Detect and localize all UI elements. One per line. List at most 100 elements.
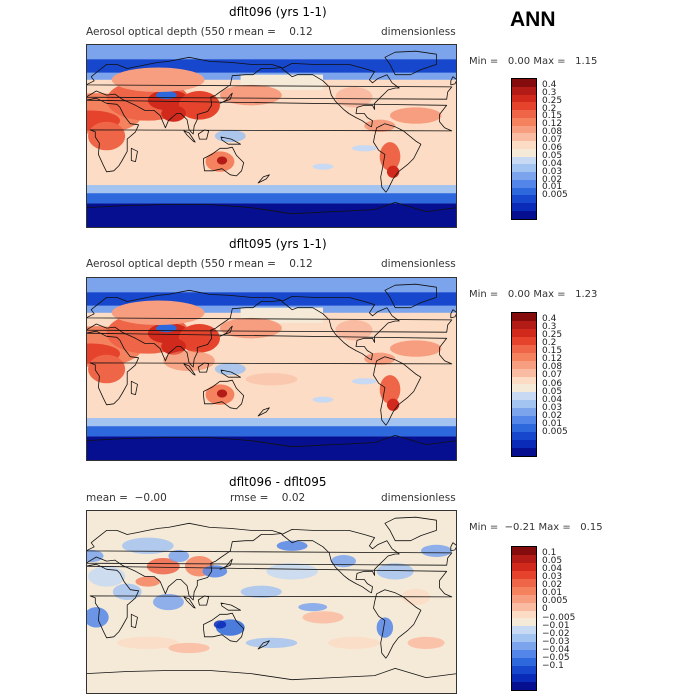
colorbar-tick-label: 0.15	[542, 111, 563, 122]
colorbar-swatch	[512, 674, 536, 682]
map-panel-aod-dflt096	[86, 44, 457, 228]
field-region	[379, 375, 401, 404]
colorbar-tick-label: 0.02	[542, 410, 563, 421]
colorbar-swatch	[512, 408, 536, 417]
colorbar-tick-label: 0	[542, 604, 548, 615]
colorbar-swatch	[512, 618, 536, 627]
field-region	[390, 107, 442, 124]
colorbar-labels: 0.1 0.05 0.04 0.03 0.02 0.01 0.005 0 −0.005 −0.01…	[542, 546, 582, 691]
coastlines	[86, 516, 457, 694]
colorbar-tick-label: 0.2	[542, 338, 557, 349]
coastlines	[86, 50, 457, 228]
colorbar-tick-label: 0.03	[542, 402, 563, 413]
field-region	[390, 340, 442, 357]
field-region	[219, 317, 282, 339]
field-region	[298, 603, 328, 612]
colorbar-swatch	[512, 352, 536, 361]
colorbar-tick-label: 0.4	[542, 314, 557, 325]
colorbar-swatch	[512, 164, 536, 173]
colorbar-swatch	[512, 336, 536, 345]
colorbar	[511, 546, 537, 691]
field-region	[152, 593, 184, 611]
colorbar-tick-label: 0.04	[542, 564, 563, 575]
colorbar	[511, 78, 537, 220]
colorbar-tick-label: 0.04	[542, 394, 563, 405]
colorbar-swatch	[512, 610, 536, 619]
colorbar-tick-label: −0.005	[542, 612, 576, 623]
colorbar-swatch	[512, 117, 536, 126]
colorbar-swatch	[512, 416, 536, 425]
field-region	[386, 165, 400, 178]
units-label: dimensionless	[381, 26, 456, 38]
field-region	[302, 611, 344, 624]
map-frame	[86, 277, 457, 461]
variable-label: Aerosol optical depth (550 nm)	[86, 26, 250, 38]
colorbar-swatch	[512, 447, 536, 456]
field-region	[386, 398, 400, 411]
colorbar-swatch	[512, 172, 536, 180]
colorbar-swatch	[512, 432, 536, 440]
colorbar-tick-label: 0.3	[542, 87, 557, 98]
field-region	[266, 563, 318, 580]
colorbar-tick-label: 0.25	[542, 330, 563, 341]
colorbar-tick-label: 0.005	[542, 426, 568, 437]
colorbar-swatch	[512, 594, 536, 603]
colorbar	[511, 312, 537, 457]
colorbar-swatch	[512, 440, 536, 448]
colorbar-tick-label: 0.08	[542, 127, 563, 138]
colorbar-swatch	[512, 102, 536, 111]
field-region	[245, 373, 298, 386]
field-region	[122, 537, 174, 554]
field-region	[86, 607, 109, 628]
field-region	[379, 142, 401, 171]
coastlines	[86, 283, 457, 461]
colorbar-tick-label: 0.15	[542, 346, 563, 357]
min-max-label: Min = 0.00 Max = 1.15	[469, 56, 598, 67]
colorbar-swatch	[512, 554, 536, 563]
field-region	[407, 636, 445, 650]
colorbar-swatch	[512, 195, 536, 204]
season-label: ANN	[510, 8, 556, 31]
field-region	[88, 121, 126, 151]
colorbar-tick-label: −0.02	[542, 628, 570, 639]
colorbar-tick-label: 0.06	[542, 143, 563, 153]
colorbar-tick-label: 0.12	[542, 354, 563, 365]
field-region	[116, 636, 179, 650]
field-region	[351, 145, 377, 152]
colorbar-swatch	[512, 141, 536, 149]
panel-title: dflt095 (yrs 1-1)	[229, 237, 327, 251]
colorbar-swatch	[512, 626, 536, 635]
colorbar-tick-label: 0.005	[542, 596, 568, 607]
field-region	[86, 549, 104, 563]
colorbar-swatch	[512, 133, 536, 142]
panel-title: dflt096 (yrs 1-1)	[229, 5, 327, 19]
colorbar-tick-label: 0.05	[542, 556, 563, 567]
field-region	[376, 563, 414, 580]
field-region	[240, 585, 282, 598]
colorbar-swatch	[512, 376, 536, 385]
colorbar-swatch	[512, 187, 536, 196]
colorbar-tick-label: 0.25	[542, 95, 563, 106]
colorbar-swatch	[512, 203, 536, 212]
colorbar-swatch	[512, 384, 536, 393]
colorbar-swatch	[512, 79, 536, 87]
colorbar-labels: 0.4 0.3 0.25 0.2 0.15 0.12 0.08 0.07 0.06 0.05 0.0…	[542, 78, 582, 220]
field-region	[111, 67, 205, 93]
colorbar-tick-label: 0.05	[542, 150, 563, 161]
field-region	[312, 396, 334, 403]
colorbar-swatch	[512, 424, 536, 433]
colorbar-swatch	[512, 681, 536, 690]
colorbar-swatch	[512, 400, 536, 409]
field-region	[161, 105, 186, 122]
colorbar-swatch	[512, 547, 536, 555]
colorbar-swatch	[512, 368, 536, 377]
colorbar-swatch	[512, 586, 536, 595]
units-label: dimensionless	[381, 492, 456, 504]
colorbar-tick-label: 0.04	[542, 158, 563, 169]
colorbar-swatch	[512, 360, 536, 369]
colorbar-swatch	[512, 642, 536, 651]
field-region	[335, 319, 373, 341]
field-region	[202, 565, 228, 578]
colorbar-swatch	[512, 392, 536, 401]
